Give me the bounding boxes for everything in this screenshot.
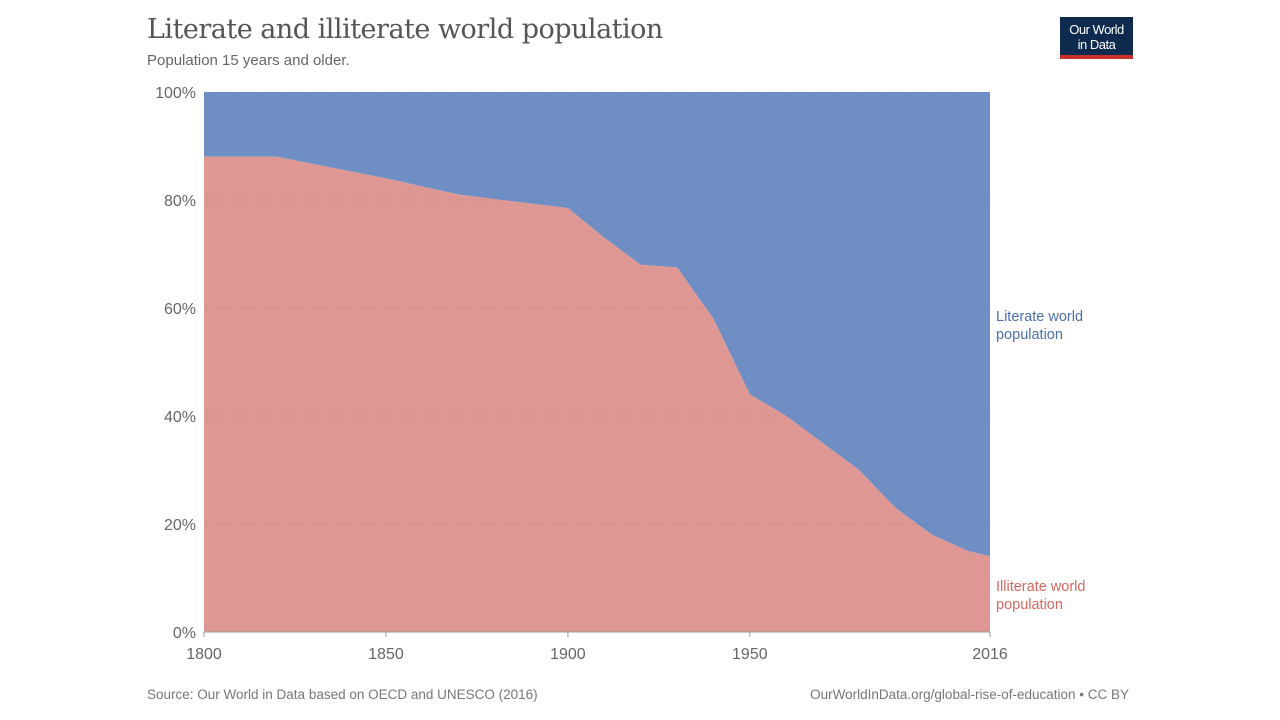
illiterate-series-label: population: [996, 597, 1063, 613]
chart-title: Literate and illiterate world population: [147, 14, 663, 45]
x-tick-label: 1800: [186, 646, 222, 663]
x-tick-label: 1900: [550, 646, 586, 663]
source-note: Source: Our World in Data based on OECD …: [147, 687, 538, 702]
logo-line-2: in Data: [1077, 37, 1116, 52]
source-link[interactable]: OurWorldInData.org/global-rise-of-educat…: [810, 687, 1129, 702]
y-tick-label: 20%: [164, 517, 196, 534]
y-tick-label: 100%: [155, 85, 196, 102]
y-tick-label: 40%: [164, 409, 196, 426]
x-tick-label: 1850: [368, 646, 404, 663]
x-tick-label: 1950: [732, 646, 768, 663]
illiterate-area: [204, 156, 990, 633]
literate-series-label: Literate world: [996, 309, 1083, 325]
logo-line-1: Our World: [1069, 22, 1124, 37]
illiterate-series-label: Illiterate world: [996, 579, 1085, 595]
owid-logo[interactable]: Our World in Data: [1060, 17, 1133, 59]
literate-area: [204, 92, 990, 557]
chart-subtitle: Population 15 years and older.: [147, 52, 350, 69]
literate-series-label: population: [996, 327, 1063, 343]
y-tick-label: 60%: [164, 301, 196, 318]
x-tick-label: 2016: [972, 646, 1008, 663]
y-tick-label: 0%: [173, 625, 196, 642]
y-tick-label: 80%: [164, 193, 196, 210]
